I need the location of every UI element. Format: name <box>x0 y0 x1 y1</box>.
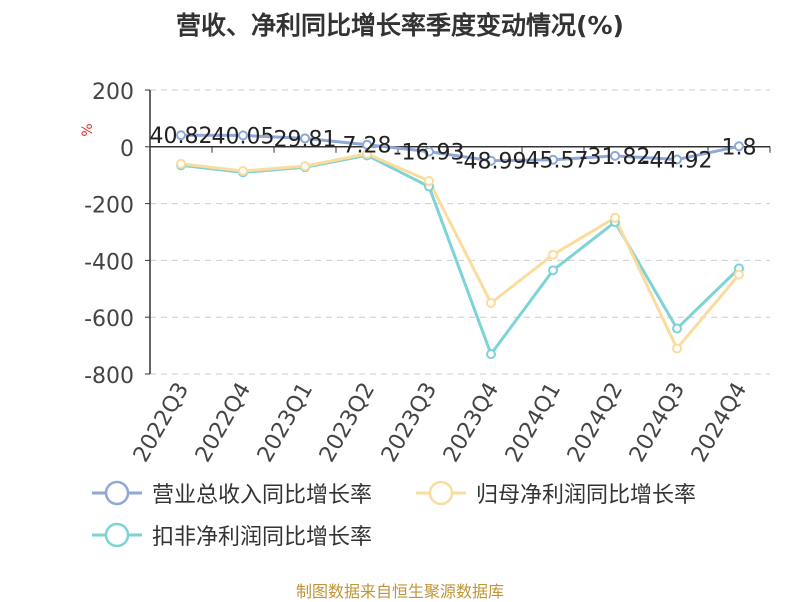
x-tick-label: 2024Q3 <box>625 379 690 467</box>
legend-label: 营业总收入同比增长率 <box>152 483 373 508</box>
legend-label: 归母净利润同比增长率 <box>476 483 697 508</box>
x-tick-label: 2022Q3 <box>129 379 194 467</box>
x-tick-label: 2022Q4 <box>191 379 256 467</box>
data-point <box>362 139 372 150</box>
data-label: -31.82 <box>580 145 651 170</box>
x-tick-label: 2024Q4 <box>687 379 752 467</box>
series-line <box>180 133 740 163</box>
legend-item[interactable]: 扣非净利润同比增长率 <box>92 520 372 550</box>
data-point <box>610 212 620 223</box>
x-tick-label: 2024Q2 <box>563 379 628 467</box>
legend-marker-icon <box>92 480 142 506</box>
legend-item[interactable]: 归母净利润同比增长率 <box>416 478 696 508</box>
y-tick-label: -200 <box>84 194 134 219</box>
x-tick-label: 2023Q3 <box>377 379 442 467</box>
data-label: 1.8 <box>722 135 757 160</box>
data-label: -45.57 <box>518 149 589 174</box>
y-tick-label: 0 <box>120 137 134 162</box>
data-point <box>672 343 682 354</box>
data-point <box>362 148 372 159</box>
data-label: 29.81 <box>274 127 337 152</box>
data-label: -48.99 <box>456 150 527 175</box>
y-tick-label: -800 <box>84 364 134 389</box>
y-tick-label: -600 <box>84 307 134 332</box>
data-point <box>238 165 248 176</box>
data-point <box>548 265 558 276</box>
y-tick-label: -400 <box>84 250 134 275</box>
y-tick-label: 200 <box>92 80 134 105</box>
legend-marker-icon <box>416 480 466 506</box>
data-label: 40.05 <box>212 124 275 149</box>
source-note: 制图数据来自恒生聚源数据库 <box>295 582 504 601</box>
series-points <box>176 130 744 360</box>
data-point <box>424 175 434 186</box>
x-tick-label: 2023Q2 <box>315 379 380 467</box>
data-point <box>300 133 310 144</box>
data-label: 40.82 <box>150 124 213 149</box>
data-point <box>424 146 434 157</box>
data-point <box>734 269 744 280</box>
legend-marker-icon <box>92 522 142 548</box>
series-line <box>180 152 741 350</box>
data-point <box>486 349 496 360</box>
data-point <box>176 130 186 141</box>
x-tick-label: 2023Q4 <box>439 379 504 467</box>
data-label: -16.93 <box>394 141 465 166</box>
data-label: 7.28 <box>343 134 392 159</box>
data-point <box>548 154 558 165</box>
data-point <box>672 154 682 165</box>
data-labels: 40.82 40.05 29.81 7.28 -16.93-48.99-45.57-31… <box>150 124 757 175</box>
legend-label: 扣非净利润同比增长率 <box>152 525 373 550</box>
y-axis-label: % <box>80 123 96 136</box>
series-line <box>180 153 741 356</box>
data-point <box>176 158 186 169</box>
data-point <box>610 150 620 161</box>
data-point <box>300 161 310 172</box>
x-tick-label: 2024Q1 <box>501 379 566 467</box>
data-point <box>486 298 496 308</box>
data-point <box>486 155 496 166</box>
x-tick-label: 2023Q1 <box>253 379 318 467</box>
legend-item[interactable]: 营业总收入同比增长率 <box>92 478 372 508</box>
data-point <box>734 141 744 152</box>
data-point <box>548 249 558 260</box>
data-label: -44.92 <box>642 149 713 174</box>
data-point <box>672 323 682 334</box>
data-point <box>238 130 248 141</box>
series-lines <box>180 133 741 356</box>
chart-title: 营收、净利同比增长率季度变动情况(%) <box>176 11 624 40</box>
